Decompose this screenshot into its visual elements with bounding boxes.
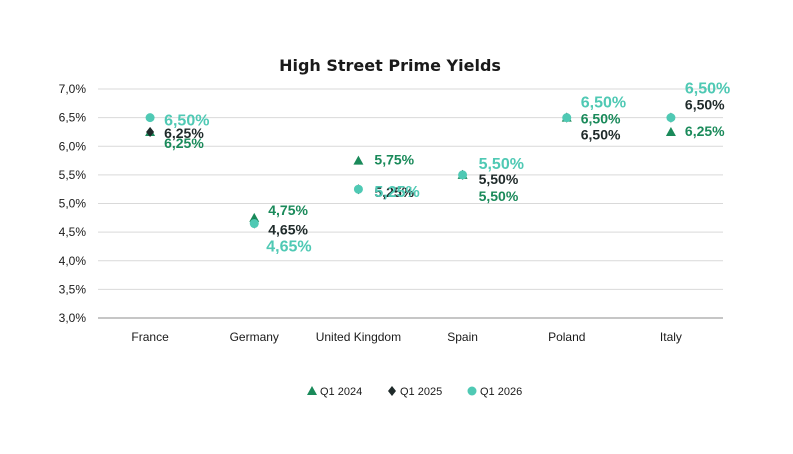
data-label-q1-2024: 5,75% [374, 152, 414, 168]
data-label-q1-2026: 6,50% [164, 113, 209, 130]
y-tick-label: 5,5% [59, 168, 87, 182]
data-label-q1-2024: 6,50% [581, 111, 621, 127]
data-label-q1-2025: 6,50% [685, 97, 725, 113]
y-tick-label: 4,0% [59, 254, 87, 268]
x-tick-label: Spain [447, 330, 478, 344]
point-q1-2026 [353, 184, 363, 194]
x-tick-label: France [131, 330, 169, 344]
data-label-q1-2026: 5,50% [479, 156, 524, 173]
point-q1-2025 [146, 126, 155, 137]
legend-item-q1-2024: Q1 2024 [307, 386, 362, 398]
legend-label: Q1 2025 [400, 386, 442, 398]
data-label-q1-2025: 6,50% [581, 127, 621, 143]
point-q1-2026 [249, 219, 259, 229]
legend-marker-q1-2026 [467, 386, 477, 396]
y-tick-label: 7,0% [59, 82, 87, 96]
x-tick-label: Poland [548, 330, 585, 344]
y-tick-label: 5,0% [59, 197, 87, 211]
point-q1-2026 [458, 170, 468, 180]
x-tick-label: Italy [660, 330, 682, 344]
y-tick-label: 6,0% [59, 139, 87, 153]
legend-label: Q1 2026 [480, 386, 522, 398]
y-tick-label: 3,5% [59, 282, 87, 296]
x-tick-label: Germany [230, 330, 279, 344]
legend: Q1 2024 Q1 2025 Q1 2026 [307, 386, 522, 398]
point-q1-2024 [665, 126, 676, 136]
point-q1-2024 [249, 212, 260, 222]
legend-marker-q1-2024 [307, 386, 317, 395]
data-label-q1-2024: 5,50% [479, 188, 519, 204]
y-tick-label: 3,0% [59, 311, 87, 325]
legend-label: Q1 2024 [320, 386, 362, 398]
data-label-q1-2026: 4,65% [266, 239, 311, 256]
legend-marker-q1-2025 [388, 386, 396, 396]
data-labels: 6,25%4,75%5,75%5,50%6,50%6,25%6,25%4,65%… [164, 81, 730, 256]
gridlines [98, 88, 723, 319]
data-points [145, 112, 676, 229]
legend-item-q1-2026: Q1 2026 [467, 386, 522, 398]
point-q1-2024 [353, 155, 364, 165]
legend-item-q1-2025: Q1 2025 [388, 386, 442, 398]
data-label-q1-2024: 6,25% [164, 135, 204, 151]
y-tick-label: 6,5% [59, 111, 87, 125]
data-label-q1-2026: 6,50% [581, 95, 626, 112]
data-label-q1-2025: 5,25% [374, 184, 414, 200]
point-q1-2026 [562, 113, 572, 123]
data-label-q1-2026: 5,25% [374, 184, 419, 201]
data-label-q1-2025: 5,50% [479, 171, 519, 187]
data-label-q1-2025: 4,65% [268, 222, 308, 238]
point-q1-2026 [666, 113, 676, 123]
x-axis-ticks: France Germany United Kingdom Spain Poland It… [131, 330, 682, 344]
x-tick-label: United Kingdom [316, 330, 401, 344]
point-q1-2026 [145, 113, 155, 123]
chart-title: High Street Prime Yields [279, 56, 501, 75]
data-label-q1-2024: 6,25% [685, 123, 725, 139]
data-label-q1-2024: 4,75% [268, 202, 308, 218]
data-label-q1-2025: 6,25% [164, 125, 204, 141]
data-label-q1-2026: 6,50% [685, 81, 730, 98]
y-axis-ticks: 3,0% 3,5% 4,0% 4,5% 5,0% 5,5% 6,0% 6,5% 7,0% [59, 82, 87, 325]
y-tick-label: 4,5% [59, 225, 87, 239]
